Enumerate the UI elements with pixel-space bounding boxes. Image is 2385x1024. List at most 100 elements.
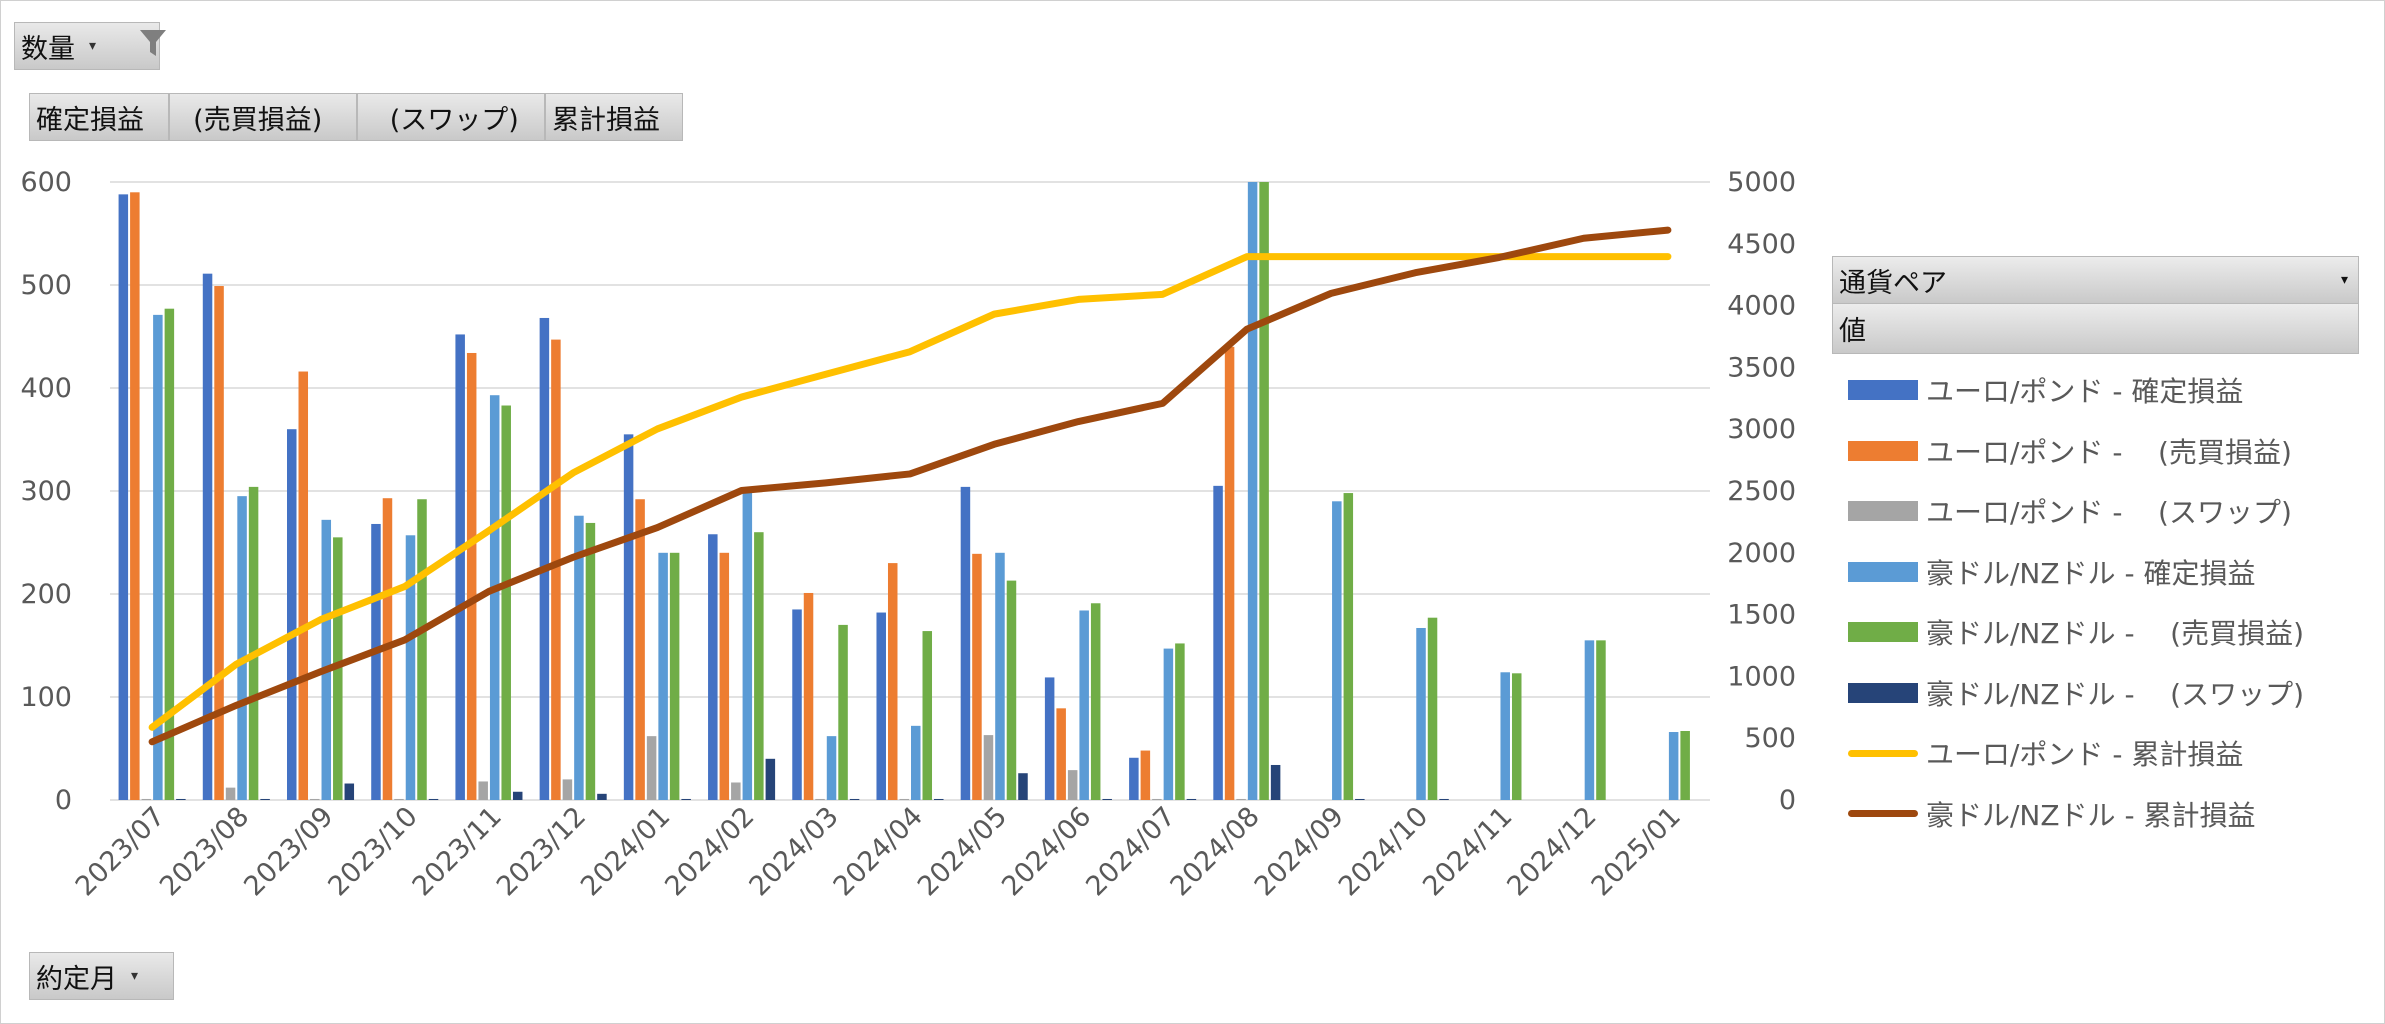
- y-left-tick-label: 300: [20, 476, 72, 507]
- bar: [972, 553, 982, 800]
- column-field-label: (スワップ): [364, 104, 519, 136]
- column-field-label: (売買損益): [176, 104, 323, 136]
- bar: [1102, 798, 1112, 800]
- legend-label: 豪ドル/NZドル - 累計損益: [1926, 798, 2256, 832]
- legend: 通貨ペア ▾ 値 ユーロ/ポンド - 確定損益 ユーロ/ポンド - (売買損益) ユ…: [1832, 256, 2359, 844]
- y-left-tick-label: 100: [20, 682, 72, 713]
- bar: [585, 522, 596, 800]
- bar: [1067, 770, 1078, 800]
- y-right-tick-label: 5000: [1727, 167, 1796, 198]
- legend-item: 豪ドル/NZドル - 確定損益: [1832, 542, 2359, 603]
- axis-field-button[interactable]: 約定月 ▾: [29, 952, 174, 1000]
- bar: [214, 286, 224, 800]
- column-field-label: 確定損益: [36, 104, 144, 136]
- y-right-tick-label: 2500: [1727, 476, 1796, 507]
- x-tick-label: 2024/08: [1165, 801, 1266, 902]
- bar: [501, 405, 511, 800]
- legend-item: 豪ドル/NZドル - (スワップ): [1832, 663, 2359, 724]
- bar: [1343, 493, 1354, 800]
- bar: [225, 787, 236, 800]
- values-header: 値: [1832, 304, 2359, 354]
- x-tick-label: 2023/11: [407, 801, 508, 902]
- legend-label: ユーロ/ポンド - 累計損益: [1926, 738, 2244, 772]
- series-line: [148, 253, 1672, 731]
- x-tick-label: 2023/10: [322, 801, 423, 902]
- x-tick-label: 2024/05: [912, 801, 1013, 902]
- bar: [708, 534, 718, 800]
- legend-label: ユーロ/ポンド - (売買損益): [1926, 435, 2292, 469]
- x-tick-label: 2024/02: [659, 801, 760, 902]
- legend-item: ユーロ/ポンド - 確定損益: [1832, 360, 2359, 421]
- value-field-button[interactable]: 数量 ▾: [14, 22, 167, 70]
- x-tick-label: 2024/12: [1501, 801, 1602, 902]
- bar: [826, 736, 837, 800]
- bar: [1056, 708, 1066, 800]
- y-right-tick-label: 500: [1744, 723, 1796, 754]
- bar: [646, 736, 657, 800]
- x-tick-label: 2024/09: [1249, 801, 1350, 902]
- bar: [887, 563, 898, 800]
- y-right-tick-label: 1000: [1727, 661, 1796, 692]
- x-tick-label: 2024/04: [828, 801, 929, 902]
- bar: [934, 798, 944, 800]
- bar: [983, 735, 994, 800]
- column-field-button-trading[interactable]: (売買損益): [169, 93, 357, 141]
- bar: [176, 798, 186, 800]
- series-field-button[interactable]: 通貨ペア ▾: [1832, 256, 2359, 304]
- bar: [1680, 730, 1690, 800]
- bar: [478, 781, 488, 800]
- bar: [995, 552, 1005, 800]
- column-field-button-cumulative[interactable]: 累計損益: [545, 93, 683, 141]
- bar: [731, 782, 741, 800]
- bar: [321, 519, 332, 800]
- bar: [792, 609, 802, 800]
- bar: [635, 499, 645, 800]
- column-field-button-realized[interactable]: 確定損益: [29, 93, 169, 141]
- bar: [899, 798, 909, 800]
- bar: [1213, 485, 1223, 800]
- bar: [394, 798, 404, 800]
- legend-swatch: [1848, 440, 1918, 461]
- bar: [298, 371, 309, 800]
- bar: [803, 592, 814, 800]
- bar: [1416, 627, 1426, 800]
- legend-item: ユーロ/ポンド - (売買損益): [1832, 421, 2359, 482]
- filter-icon[interactable]: [104, 0, 168, 97]
- bar: [960, 486, 971, 800]
- bar: [260, 798, 270, 800]
- legend-swatch: [1848, 810, 1918, 818]
- bar: [669, 552, 680, 800]
- bar: [1006, 580, 1017, 800]
- bar: [876, 612, 886, 800]
- legend-swatch: [1848, 380, 1918, 401]
- legend-list: ユーロ/ポンド - 確定損益ユーロ/ポンド - (売買損益) ユーロ/ポンド - …: [1832, 360, 2359, 844]
- bar: [765, 758, 776, 800]
- bar: [153, 314, 163, 800]
- legend-item: 豪ドル/NZドル - (売買損益): [1832, 602, 2359, 663]
- bar: [1668, 732, 1679, 800]
- column-field-button-swap[interactable]: (スワップ): [357, 93, 545, 141]
- bar: [1270, 764, 1281, 800]
- bar: [922, 631, 933, 800]
- series-field-label: 通貨ペア: [1839, 267, 1947, 299]
- y-right-tick-label: 4000: [1727, 291, 1796, 322]
- bar: [681, 798, 691, 800]
- bar: [838, 624, 848, 800]
- bar: [466, 352, 477, 800]
- bar: [310, 798, 320, 800]
- value-field-label: 数量: [21, 33, 75, 65]
- bar: [1511, 673, 1522, 800]
- x-tick-label: 2023/07: [70, 801, 171, 902]
- bar: [1500, 672, 1510, 800]
- bar: [417, 499, 427, 800]
- legend-swatch: [1848, 561, 1918, 582]
- y-right-tick-label: 3000: [1727, 414, 1796, 445]
- x-tick-label: 2024/06: [996, 801, 1097, 902]
- bar: [719, 552, 730, 800]
- bar: [1079, 610, 1089, 800]
- bar: [455, 334, 465, 800]
- y-right-tick-label: 3500: [1727, 352, 1796, 383]
- legend-label: ユーロ/ポンド - 確定損益: [1926, 375, 2244, 409]
- bar: [512, 791, 523, 800]
